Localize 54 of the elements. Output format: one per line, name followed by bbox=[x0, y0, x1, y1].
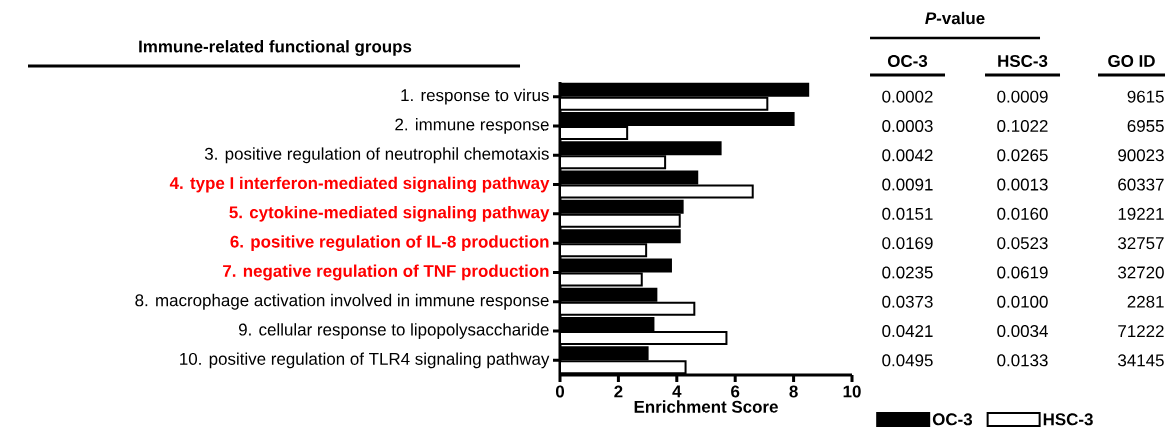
text: 34145 bbox=[1118, 354, 1164, 367]
x-tick-label: 6 bbox=[731, 385, 740, 398]
y-tick-label: 3. positive regulation of neutrophil chemotaxis bbox=[204, 147, 549, 164]
text: 2281 bbox=[1127, 295, 1164, 308]
text: 32757 bbox=[1118, 237, 1164, 250]
text: 0.0160 bbox=[997, 207, 1048, 220]
text: HSC-3 bbox=[998, 54, 1048, 67]
text: 0.0133 bbox=[997, 354, 1048, 367]
y-tick-label: 6. positive regulation of IL-8 production bbox=[230, 235, 549, 252]
text: 0.0100 bbox=[997, 295, 1048, 308]
text: GO ID bbox=[1108, 55, 1155, 67]
x-tick-label: 10 bbox=[843, 385, 861, 398]
y-tick-label: 10. positive regulation of TLR4 signaling pathway bbox=[180, 352, 550, 369]
text: 0.0042 bbox=[882, 149, 933, 162]
text: 0.0421 bbox=[882, 325, 933, 338]
legend-label: OC-3 bbox=[932, 413, 973, 426]
text: OC-3 bbox=[887, 54, 928, 67]
text: 0.0619 bbox=[997, 266, 1048, 279]
text: 0.0091 bbox=[882, 178, 933, 191]
y-tick-label: 7. negative regulation of TNF production bbox=[223, 264, 549, 281]
text: 60337 bbox=[1118, 178, 1164, 191]
text: Immune-related functional groups bbox=[139, 40, 412, 56]
text: 0.0235 bbox=[882, 266, 933, 279]
y-tick-label: 9. cellular response to lipopolysaccharide bbox=[238, 323, 549, 339]
text: 71222 bbox=[1118, 325, 1164, 337]
text: 0.0169 bbox=[882, 237, 933, 250]
text: 0.0373 bbox=[882, 295, 933, 308]
text: P-value bbox=[925, 11, 985, 25]
text: 0.0523 bbox=[997, 237, 1048, 250]
x-tick-label: 2 bbox=[614, 385, 623, 398]
y-tick-label: 4. type I interferon-mediated signaling pathway bbox=[169, 176, 550, 193]
text: 0.0265 bbox=[997, 149, 1048, 162]
y-tick-label: 1. response to virus bbox=[401, 88, 549, 105]
text: 0.1022 bbox=[997, 119, 1048, 132]
text: 19221 bbox=[1118, 207, 1164, 220]
y-tick-label: 8. macrophage activation involved in immune response bbox=[135, 293, 549, 310]
x-tick-label: 4 bbox=[672, 385, 682, 398]
y-tick-label: 2. immune response bbox=[395, 118, 549, 134]
x-axis-title: Enrichment Score bbox=[634, 400, 778, 413]
y-tick-label: 5. cytokine-mediated signaling pathway bbox=[229, 205, 550, 222]
text: 6955 bbox=[1127, 119, 1164, 132]
text: 0.0151 bbox=[882, 207, 933, 220]
text: 32720 bbox=[1118, 266, 1164, 279]
x-tick-label: 8 bbox=[789, 385, 798, 398]
text: 0.0003 bbox=[882, 119, 933, 132]
text: 0.0009 bbox=[997, 90, 1048, 103]
text: 0.0013 bbox=[997, 178, 1048, 191]
text: 0.0034 bbox=[997, 325, 1048, 338]
text: 0.0002 bbox=[882, 90, 933, 103]
x-tick-label: 0 bbox=[555, 385, 565, 398]
text: 90023 bbox=[1118, 149, 1164, 162]
legend-label: HSC-3 bbox=[1043, 413, 1093, 426]
text: 9615 bbox=[1127, 90, 1164, 103]
text: 0.0495 bbox=[882, 354, 933, 367]
